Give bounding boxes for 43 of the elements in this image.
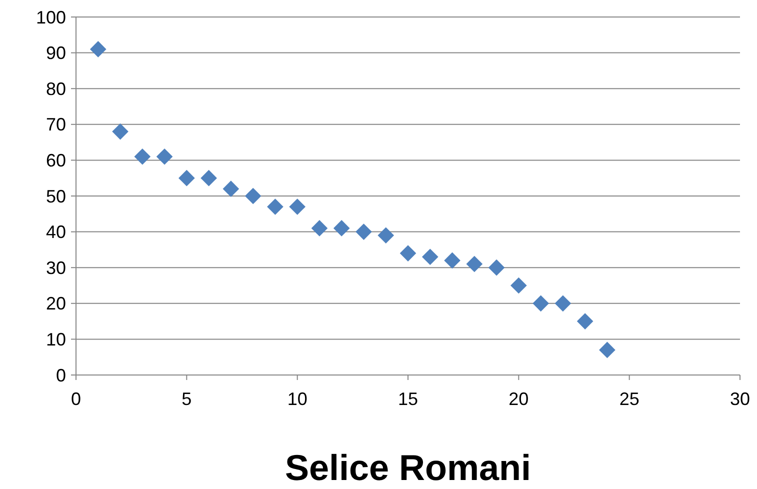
point [311,220,328,236]
point [422,248,438,266]
point [289,198,306,215]
point [378,227,394,244]
y-tick-label: 20 [46,294,66,314]
x-tick-label: 25 [619,389,640,409]
point [466,256,483,272]
point [576,313,594,330]
x-tick-label: 20 [508,389,529,409]
y-tick-label: 10 [46,330,66,350]
point [178,170,195,186]
x-tick-label: 30 [730,389,750,409]
point [333,220,350,236]
point [400,245,416,262]
point [267,198,284,215]
point [90,41,106,58]
x-tick-label: 5 [182,389,192,409]
y-tick-label: 0 [56,365,66,386]
x-tick-label: 0 [70,389,82,409]
point [356,224,372,240]
point [156,148,173,165]
point [488,259,505,276]
point [134,148,151,165]
point [510,277,527,294]
y-tick-label: 60 [46,150,66,170]
point [112,123,128,140]
point [444,252,460,269]
y-tick-label: 90 [46,43,66,64]
point [532,295,549,312]
point [200,170,217,186]
y-tick-label: 100 [36,7,66,28]
point [222,180,240,198]
y-tick-label: 50 [46,186,66,206]
x-tick-label: 15 [398,389,418,409]
y-tick-label: 30 [46,258,66,278]
y-tick-label: 70 [46,114,66,135]
x-tick-label: 10 [287,389,308,409]
y-tick-label: 40 [46,222,66,242]
point [554,295,572,312]
x-axis-title: Selice Romani [284,447,532,488]
point [599,342,616,358]
y-tick-label: 80 [46,78,66,99]
point [244,188,262,204]
